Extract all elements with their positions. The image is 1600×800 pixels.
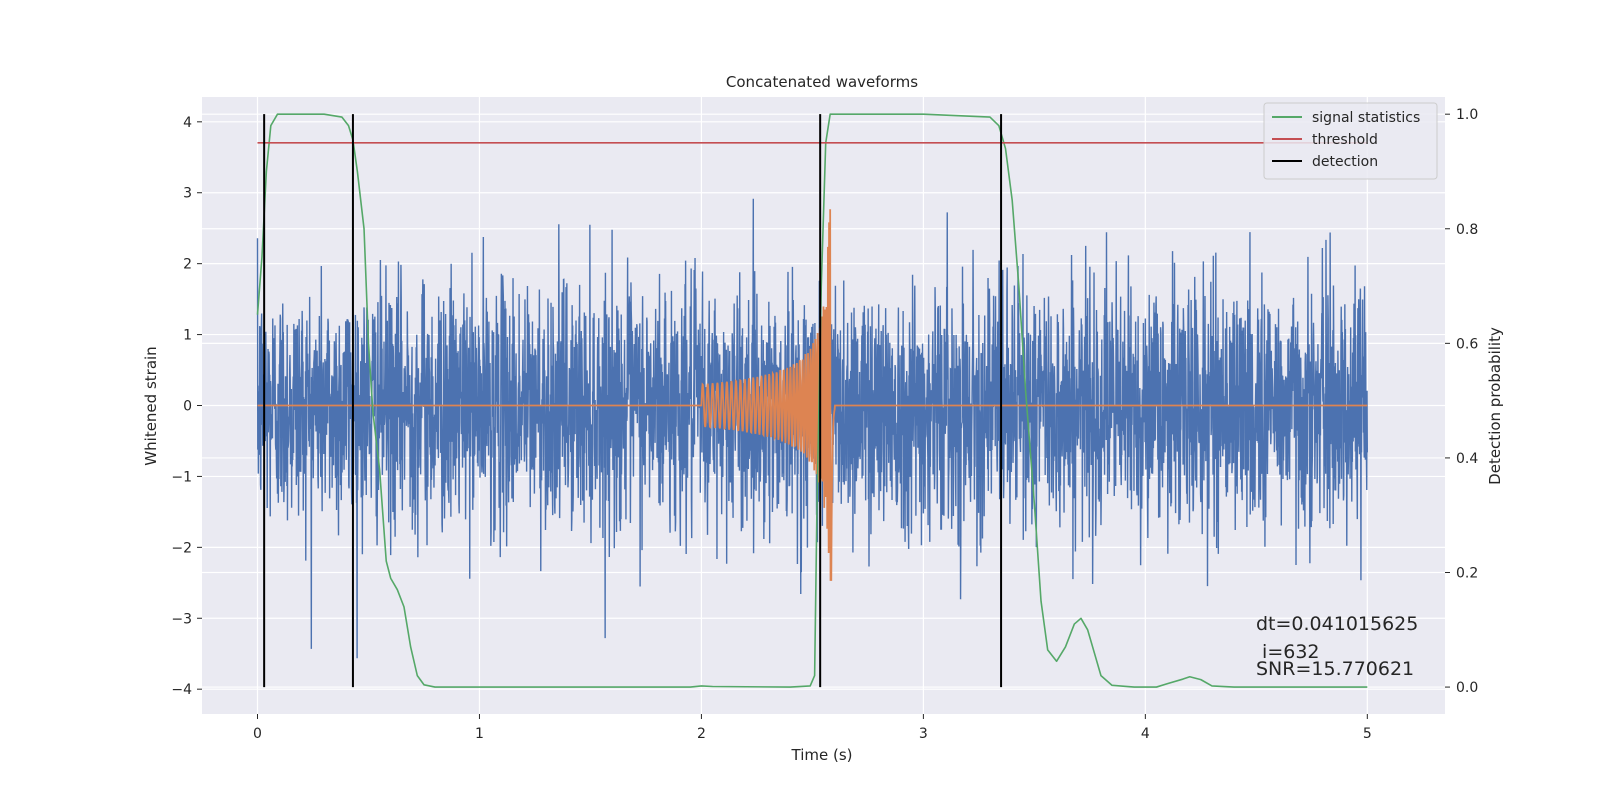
legend-box bbox=[1263, 102, 1438, 180]
legend-label: detection bbox=[1312, 154, 1378, 170]
x-tick-label: 3 bbox=[919, 726, 928, 742]
legend-label: signal statistics bbox=[1312, 110, 1420, 126]
y-tick-label: 4 bbox=[183, 115, 192, 131]
chart-title: Concatenated waveforms bbox=[726, 73, 918, 91]
x-tick-label: 2 bbox=[697, 726, 706, 742]
x-tick-label: 5 bbox=[1363, 726, 1372, 742]
y-right-tick-label: 0.8 bbox=[1456, 222, 1478, 238]
x-tick-label: 1 bbox=[475, 726, 484, 742]
y-tick-label: −2 bbox=[171, 540, 192, 556]
x-tick-label: 4 bbox=[1141, 726, 1150, 742]
legend: signal statistics threshold detection bbox=[1263, 102, 1438, 180]
y-right-tick-label: 1.0 bbox=[1456, 107, 1478, 123]
annotation-snr: SNR=15.770621 bbox=[1256, 658, 1414, 680]
annotation-box: dt=0.041015625 i=632 SNR=15.770621 bbox=[1256, 613, 1418, 680]
annotation-index: i=632 bbox=[1256, 641, 1320, 663]
y-tick-label: −4 bbox=[171, 682, 192, 698]
legend-label: threshold bbox=[1312, 132, 1378, 148]
x-tick-label: 0 bbox=[253, 726, 262, 742]
y-right-tick-label: 0.2 bbox=[1456, 565, 1478, 581]
y-tick-label: 3 bbox=[183, 186, 192, 202]
signal-statistics-line bbox=[256, 113, 1368, 688]
x-axis-label: Time (s) bbox=[791, 746, 853, 764]
y-right-tick-label: 0.4 bbox=[1456, 451, 1478, 467]
annotation-dt: dt=0.041015625 bbox=[1256, 613, 1418, 635]
y-right-tick-label: 0.0 bbox=[1456, 680, 1478, 696]
y-tick-label: 1 bbox=[183, 328, 192, 344]
y-right-tick-label: 0.6 bbox=[1456, 336, 1478, 352]
y-tick-label: −3 bbox=[171, 611, 192, 627]
y-axis-label-right: Detection probability bbox=[1486, 327, 1504, 485]
y-tick-label: −1 bbox=[171, 469, 192, 485]
y-axis-label-left: Whitened strain bbox=[142, 346, 160, 465]
y-tick-label: 0 bbox=[183, 399, 192, 415]
y-tick-label: 2 bbox=[183, 257, 192, 273]
template-series-line bbox=[257, 209, 1368, 581]
